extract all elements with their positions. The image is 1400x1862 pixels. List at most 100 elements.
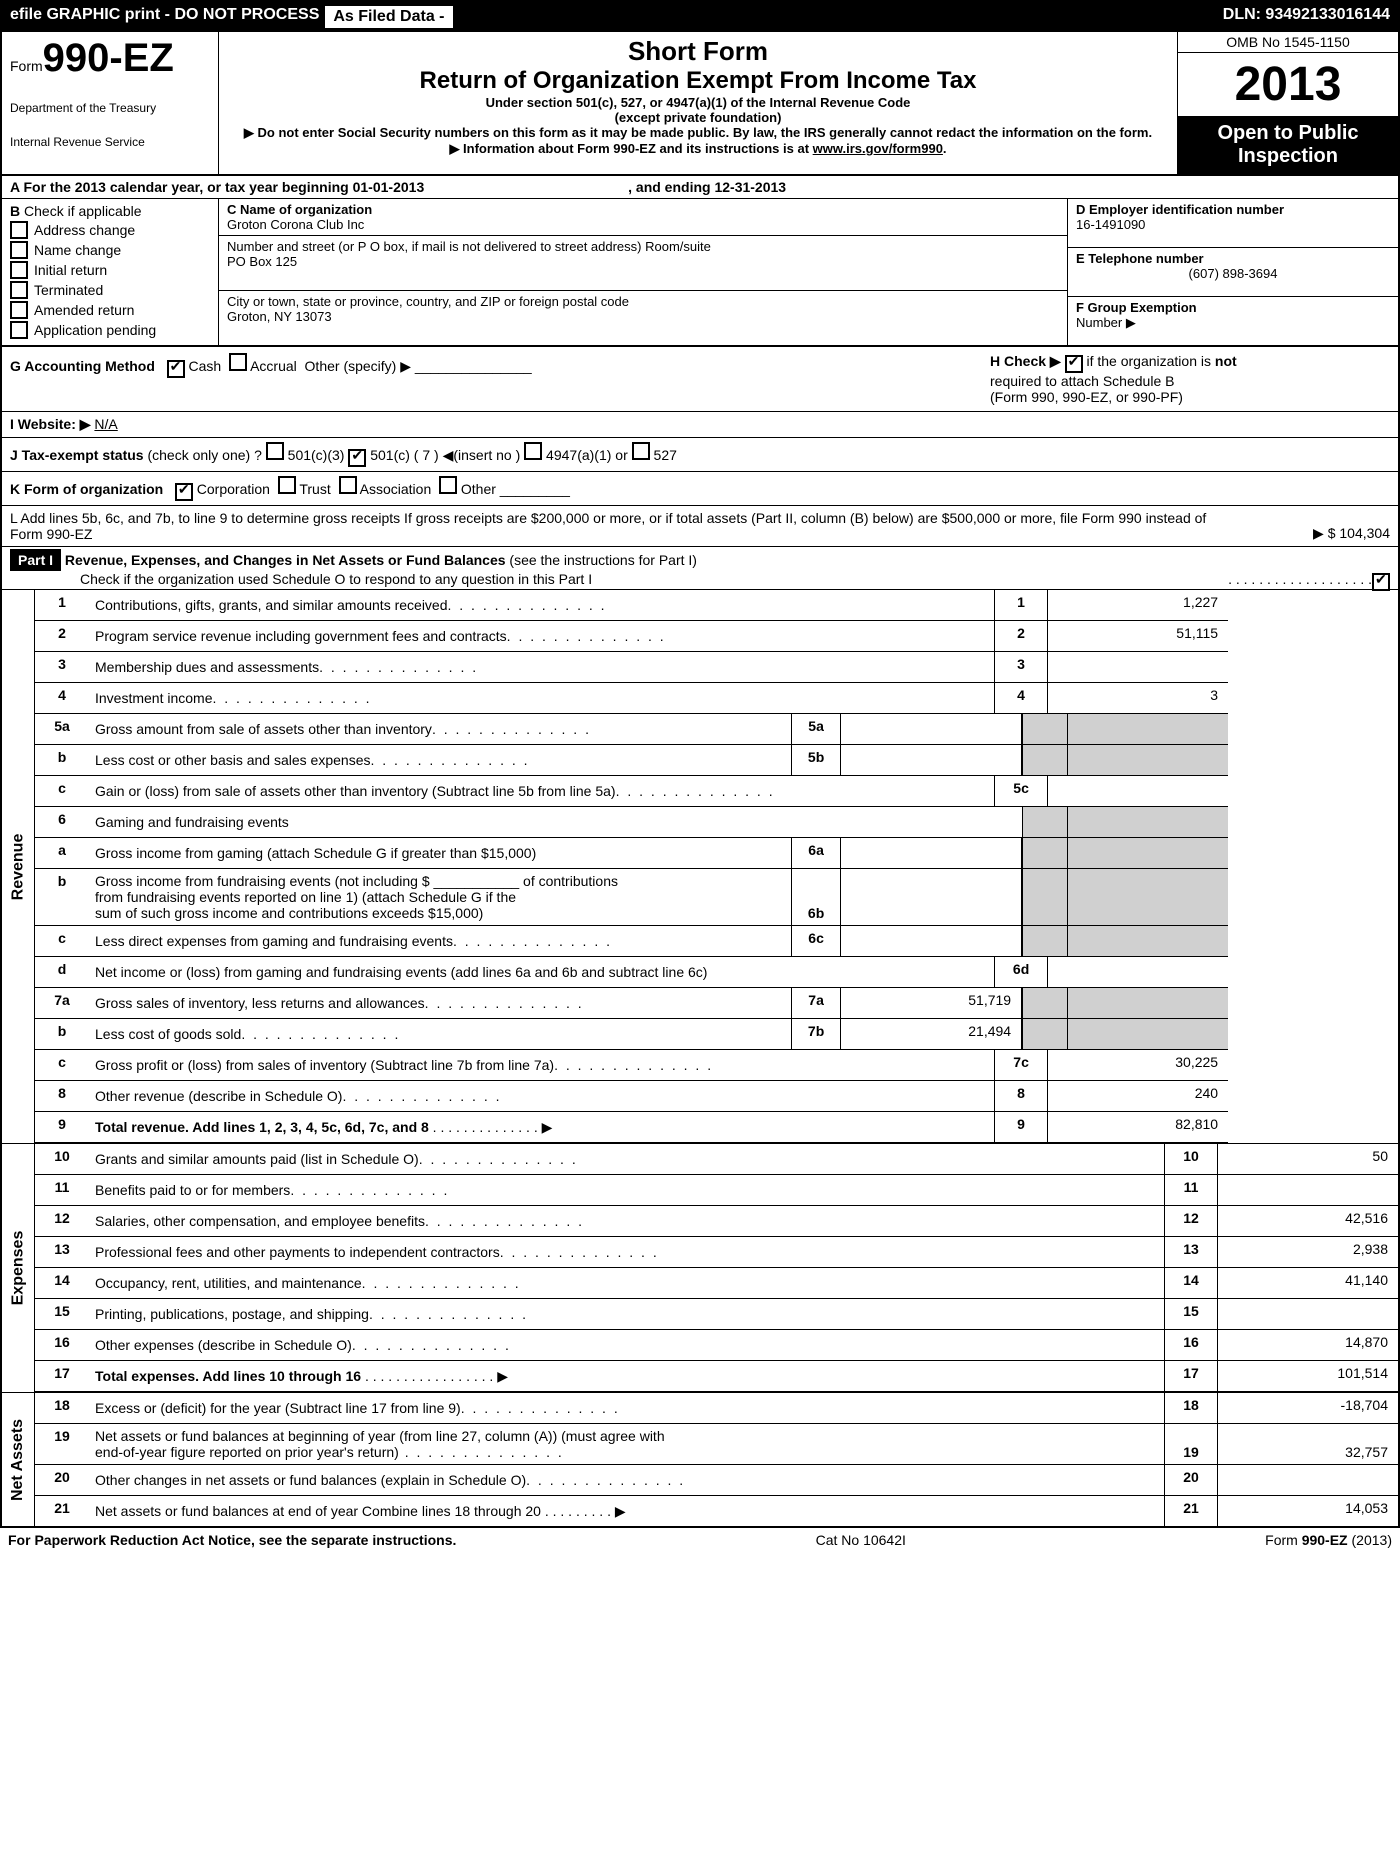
line7b-sub: 7b — [791, 1019, 841, 1049]
line10-desc: Grants and similar amounts paid (list in… — [89, 1144, 1164, 1174]
line5a-desc: Gross amount from sale of assets other t… — [89, 714, 791, 744]
d-ein-label: D Employer identification number — [1076, 202, 1390, 217]
form-number: 990-EZ — [43, 36, 174, 81]
line7b-subval: 21,494 — [841, 1019, 1022, 1049]
line6a-sub: 6a — [791, 838, 841, 868]
chk-501c[interactable] — [348, 449, 366, 467]
netassets-text: Net Assets — [9, 1418, 27, 1500]
line18-desc: Excess or (deficit) for the year (Subtra… — [89, 1393, 1164, 1423]
h-not: not — [1215, 353, 1237, 369]
f-group-number: Number ▶ — [1076, 315, 1136, 330]
line11-desc: Benefits paid to or for members — [89, 1175, 1164, 1205]
line4-desc: Investment income — [89, 683, 994, 713]
chk-cash[interactable] — [167, 360, 185, 378]
chk-4947[interactable] — [524, 442, 542, 460]
chk-trust[interactable] — [278, 476, 296, 494]
header-left: Form 990-EZ Department of the Treasury I… — [2, 32, 219, 174]
row-a: A For the 2013 calendar year, or tax yea… — [2, 176, 1398, 199]
revenue-label: Revenue — [2, 590, 35, 1143]
l-amount: ▶ $ 104,304 — [1230, 525, 1390, 542]
chk-scho[interactable] — [1372, 573, 1390, 591]
h-text2: required to attach Schedule B — [990, 373, 1174, 389]
chk-pending[interactable] — [10, 321, 28, 339]
subtitle-1: Under section 501(c), 527, or 4947(a)(1)… — [227, 95, 1169, 110]
subtitle-2: (except private foundation) — [227, 110, 1169, 125]
lbl-trust: Trust — [299, 481, 330, 497]
line15-desc: Printing, publications, postage, and shi… — [89, 1299, 1164, 1329]
lbl-name: Name change — [34, 242, 121, 258]
k-label: K Form of organization — [10, 481, 163, 497]
line13-val: 2,938 — [1217, 1237, 1398, 1267]
part1-sub: (see the instructions for Part I) — [509, 552, 697, 568]
chk-accrual[interactable] — [229, 353, 247, 371]
line14-desc: Occupancy, rent, utilities, and maintena… — [89, 1268, 1164, 1298]
part1-header-row: Part I Revenue, Expenses, and Changes in… — [2, 547, 1398, 590]
line7b-desc: Less cost of goods sold — [89, 1019, 791, 1049]
line19-val: 32,757 — [1217, 1424, 1398, 1464]
line6a-desc: Gross income from gaming (attach Schedul… — [89, 838, 791, 868]
footer-center: Cat No 10642I — [816, 1532, 906, 1548]
row-j: J Tax-exempt status (check only one) ? 5… — [2, 438, 1398, 472]
row-a-label: A For the 2013 calendar year, or tax yea… — [10, 179, 424, 195]
line6b-d1: Gross income from fundraising events (no… — [95, 873, 785, 889]
org-city: Groton, NY 13073 — [227, 309, 1059, 324]
part1-title: Revenue, Expenses, and Changes in Net As… — [65, 552, 506, 568]
chk-other-org[interactable] — [439, 476, 457, 494]
footer: For Paperwork Reduction Act Notice, see … — [0, 1528, 1400, 1552]
line6d-val — [1047, 957, 1228, 987]
line6c-desc: Less direct expenses from gaming and fun… — [89, 926, 791, 956]
tax-year: 2013 — [1178, 53, 1398, 116]
line3-desc: Membership dues and assessments — [89, 652, 994, 682]
chk-h[interactable] — [1065, 355, 1083, 373]
short-form-title: Short Form — [227, 36, 1169, 67]
line16-desc: Other expenses (describe in Schedule O) — [89, 1330, 1164, 1360]
lbl-other: Other (specify) ▶ — [305, 358, 411, 374]
footer-right: Form 990-EZ (2013) — [1265, 1532, 1392, 1548]
chk-terminated[interactable] — [10, 281, 28, 299]
top-bar: efile GRAPHIC print - DO NOT PROCESS As … — [2, 2, 1398, 32]
line3-val — [1047, 652, 1228, 682]
row-i: I Website: ▶ N/A — [2, 412, 1398, 438]
chk-initial[interactable] — [10, 261, 28, 279]
chk-assoc[interactable] — [339, 476, 357, 494]
chk-corp[interactable] — [175, 483, 193, 501]
row-a-ending: , and ending 12-31-2013 — [628, 179, 786, 195]
line10-val: 50 — [1217, 1144, 1398, 1174]
line11-val — [1217, 1175, 1398, 1205]
j-label: J Tax-exempt status — [10, 447, 144, 463]
line17-desc: Total expenses. Add lines 10 through 16 … — [89, 1361, 1164, 1391]
footer-left: For Paperwork Reduction Act Notice, see … — [8, 1532, 456, 1548]
chk-name[interactable] — [10, 241, 28, 259]
lbl-initial: Initial return — [34, 262, 107, 278]
dln: DLN: 93492133016144 — [1223, 6, 1390, 28]
line5b-sub: 5b — [791, 745, 841, 775]
line2-val: 51,115 — [1047, 621, 1228, 651]
row-k: K Form of organization Corporation Trust… — [2, 472, 1398, 506]
line9-val: 82,810 — [1047, 1112, 1228, 1142]
line21-text: Net assets or fund balances at end of ye… — [95, 1503, 541, 1519]
chk-amended[interactable] — [10, 301, 28, 319]
org-street: PO Box 125 — [227, 254, 1059, 269]
line7a-sub: 7a — [791, 988, 841, 1018]
return-title: Return of Organization Exempt From Incom… — [227, 67, 1169, 95]
dept-irs: Internal Revenue Service — [10, 135, 210, 149]
lbl-assoc: Association — [360, 481, 432, 497]
open-line2: Inspection — [1184, 145, 1392, 168]
line1-desc: Contributions, gifts, grants, and simila… — [89, 590, 994, 620]
omb-number: OMB No 1545-1150 — [1178, 32, 1398, 53]
open-line1: Open to Public — [1184, 122, 1392, 145]
chk-501c3[interactable] — [266, 442, 284, 460]
line17-val: 101,514 — [1217, 1361, 1398, 1391]
header-center: Short Form Return of Organization Exempt… — [219, 32, 1177, 174]
line4-val: 3 — [1047, 683, 1228, 713]
j-text: (check only one) ? — [147, 447, 261, 463]
line9-text: Total revenue. Add lines 1, 2, 3, 4, 5c,… — [95, 1119, 429, 1135]
chk-527[interactable] — [632, 442, 650, 460]
irs-link[interactable]: www.irs.gov/form990 — [813, 141, 943, 156]
lbl-address: Address change — [34, 222, 135, 238]
line6-desc: Gaming and fundraising events — [89, 807, 1022, 837]
line12-desc: Salaries, other compensation, and employ… — [89, 1206, 1164, 1236]
line5c-desc: Gain or (loss) from sale of assets other… — [89, 776, 994, 806]
chk-address[interactable] — [10, 221, 28, 239]
line6b-d2: from fundraising events reported on line… — [95, 889, 785, 905]
